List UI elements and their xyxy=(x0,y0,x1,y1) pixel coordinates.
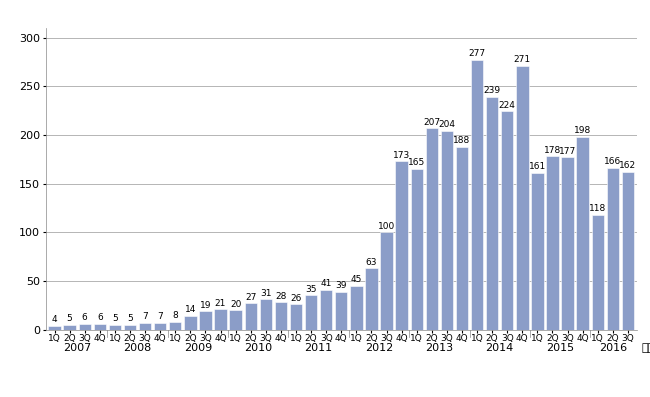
Text: 118: 118 xyxy=(589,204,606,213)
Text: 27: 27 xyxy=(245,293,256,302)
Text: 7: 7 xyxy=(142,312,148,321)
Bar xyxy=(531,173,543,330)
Text: 166: 166 xyxy=(604,158,621,166)
Bar xyxy=(365,268,378,330)
Bar xyxy=(94,324,106,330)
Text: 165: 165 xyxy=(408,158,425,168)
Bar xyxy=(577,137,589,330)
Bar xyxy=(562,157,574,330)
Text: 26: 26 xyxy=(291,294,302,303)
Bar xyxy=(79,324,91,330)
Text: 6: 6 xyxy=(82,313,88,322)
Text: 63: 63 xyxy=(366,258,377,267)
Text: 8: 8 xyxy=(172,311,178,320)
Text: 2016: 2016 xyxy=(599,343,627,353)
Text: 4: 4 xyxy=(52,315,57,324)
Text: 188: 188 xyxy=(453,136,471,145)
Bar xyxy=(139,323,151,330)
Bar xyxy=(109,325,121,330)
Text: 21: 21 xyxy=(215,299,226,308)
Text: （年度）: （年度） xyxy=(642,343,650,353)
Bar xyxy=(516,66,528,330)
Text: 28: 28 xyxy=(275,292,287,301)
Text: 2009: 2009 xyxy=(184,343,212,353)
Text: 2015: 2015 xyxy=(546,343,574,353)
Text: 19: 19 xyxy=(200,301,211,310)
Bar xyxy=(411,169,423,330)
Text: 2008: 2008 xyxy=(124,343,151,353)
Text: 204: 204 xyxy=(438,121,456,129)
Bar xyxy=(335,291,348,330)
Text: 2014: 2014 xyxy=(486,343,514,353)
Text: 20: 20 xyxy=(230,300,241,308)
Text: 5: 5 xyxy=(112,314,118,323)
Text: 2012: 2012 xyxy=(365,343,393,353)
Bar xyxy=(471,60,483,330)
Text: 177: 177 xyxy=(559,147,576,156)
Bar xyxy=(592,215,604,330)
Bar xyxy=(441,131,453,330)
Bar xyxy=(154,323,166,330)
Bar xyxy=(184,316,196,330)
Text: 35: 35 xyxy=(306,285,317,294)
Text: 239: 239 xyxy=(484,87,501,95)
Bar xyxy=(395,161,408,330)
Text: 41: 41 xyxy=(320,279,332,288)
Bar xyxy=(64,325,76,330)
Bar xyxy=(456,146,468,330)
Text: 100: 100 xyxy=(378,222,395,231)
Text: 161: 161 xyxy=(529,162,546,172)
Bar xyxy=(622,172,634,330)
Text: 6: 6 xyxy=(97,313,103,322)
Bar xyxy=(229,310,242,330)
Text: 39: 39 xyxy=(335,281,347,290)
Bar xyxy=(124,325,136,330)
Text: 5: 5 xyxy=(67,314,73,323)
Bar xyxy=(486,97,499,330)
Text: 207: 207 xyxy=(423,118,440,127)
Text: 31: 31 xyxy=(260,289,272,298)
Text: 2013: 2013 xyxy=(425,343,454,353)
Text: 162: 162 xyxy=(619,161,636,170)
Bar xyxy=(380,232,393,330)
Text: 2011: 2011 xyxy=(305,343,333,353)
Bar xyxy=(606,168,619,330)
Bar xyxy=(244,303,257,330)
Bar xyxy=(169,322,181,330)
Bar xyxy=(259,299,272,330)
Bar xyxy=(546,156,559,330)
Text: 2010: 2010 xyxy=(244,343,272,353)
Bar xyxy=(214,309,227,330)
Text: 14: 14 xyxy=(185,305,196,314)
Bar xyxy=(48,326,60,330)
Text: 271: 271 xyxy=(514,55,531,64)
Text: 198: 198 xyxy=(574,126,592,135)
Text: 277: 277 xyxy=(469,50,486,58)
Bar xyxy=(200,311,212,330)
Text: 178: 178 xyxy=(544,146,561,155)
Text: 173: 173 xyxy=(393,151,410,160)
Bar xyxy=(501,112,514,330)
Bar xyxy=(350,286,363,330)
Bar xyxy=(305,295,317,330)
Bar xyxy=(290,304,302,330)
Text: 2007: 2007 xyxy=(63,343,91,353)
Bar xyxy=(275,302,287,330)
Text: 224: 224 xyxy=(499,101,515,110)
Text: 5: 5 xyxy=(127,314,133,323)
Bar xyxy=(426,128,438,330)
Bar xyxy=(320,289,332,330)
Text: 45: 45 xyxy=(350,275,362,284)
Text: 7: 7 xyxy=(157,312,163,321)
